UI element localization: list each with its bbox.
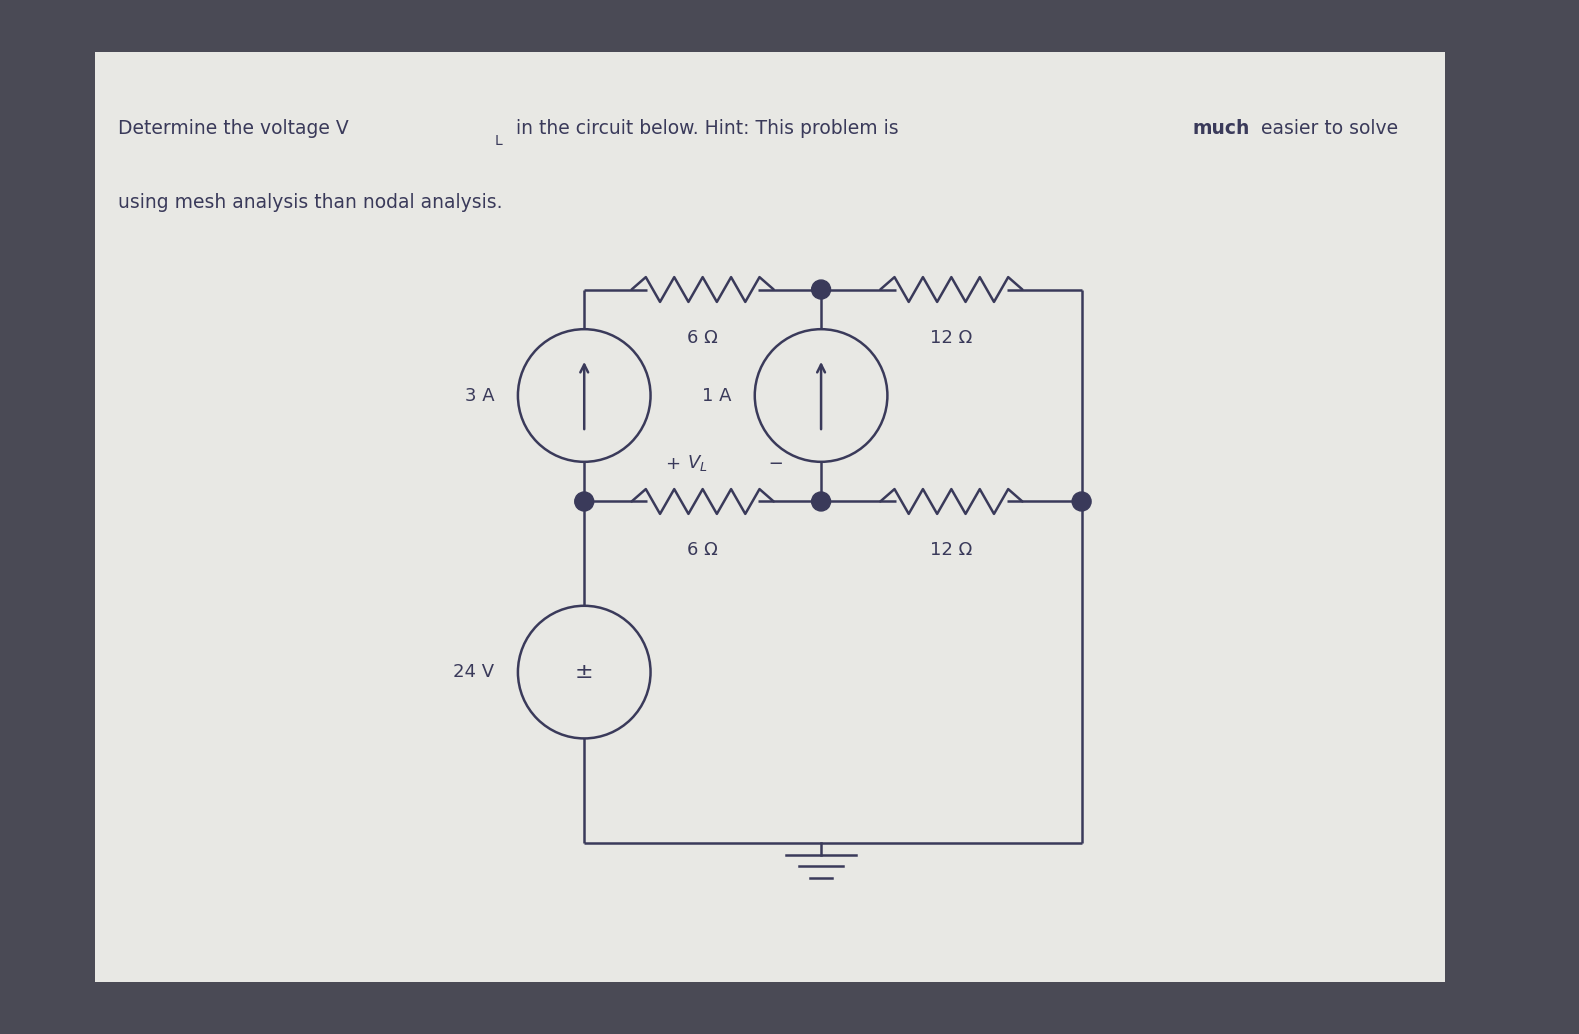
- Text: using mesh analysis than nodal analysis.: using mesh analysis than nodal analysis.: [118, 193, 504, 212]
- Ellipse shape: [1072, 492, 1091, 511]
- Text: in the circuit below. Hint: This problem is: in the circuit below. Hint: This problem…: [510, 119, 905, 138]
- Text: L: L: [494, 134, 502, 149]
- Ellipse shape: [575, 492, 594, 511]
- Ellipse shape: [812, 492, 831, 511]
- Text: −: −: [763, 455, 783, 473]
- Text: 24 V: 24 V: [453, 663, 494, 681]
- Text: 12 Ω: 12 Ω: [930, 541, 973, 558]
- Text: 6 Ω: 6 Ω: [687, 541, 718, 558]
- Text: much: much: [1192, 119, 1249, 138]
- Text: $V_L$: $V_L$: [687, 453, 707, 473]
- Text: Determine the voltage V: Determine the voltage V: [118, 119, 349, 138]
- Text: easier to solve: easier to solve: [1255, 119, 1399, 138]
- Ellipse shape: [812, 280, 831, 299]
- Text: ±: ±: [575, 662, 594, 682]
- Text: 6 Ω: 6 Ω: [687, 329, 718, 346]
- Text: +: +: [666, 455, 687, 473]
- Text: 3 A: 3 A: [464, 387, 494, 404]
- Text: 1 A: 1 A: [701, 387, 731, 404]
- Text: 12 Ω: 12 Ω: [930, 329, 973, 346]
